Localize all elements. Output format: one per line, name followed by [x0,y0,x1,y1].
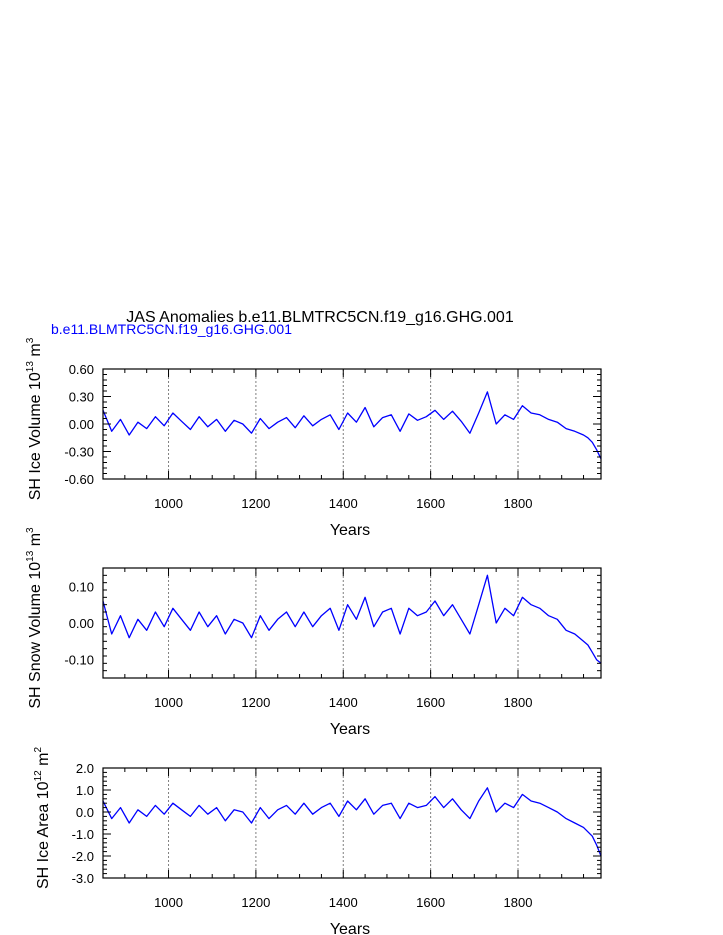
y-axis-label-main: SH Ice Area 10 [35,781,52,889]
x-tick-label: 1800 [504,895,533,910]
y-axis-label-main: SH Ice Volume 10 [27,372,44,500]
y-tick-label: 0.30 [69,390,94,405]
x-tick-label: 1800 [504,496,533,511]
x-tick-label: 1400 [329,895,358,910]
y-axis-label-unit-exponent: 3 [25,527,36,533]
y-axis-label-unit: m [27,533,44,551]
y-tick-label: 0.60 [69,362,94,377]
y-tick-label: -0.60 [64,472,94,487]
chart-panel-2: 1000 1200 1400 1600 1800 -0.10 0.00 0.10 Years SH… [25,527,602,738]
x-tick-label: 1200 [241,695,270,710]
x-tick-label: 1400 [329,496,358,511]
x-tick-label: 1000 [154,895,183,910]
y-tick-label: -0.30 [64,445,94,460]
y-tick-label: 0.00 [69,616,94,631]
y-axis-label-main: SH Snow Volume 10 [27,562,44,709]
y-tick-label: -0.10 [64,653,94,668]
x-axis-label: Years [330,721,370,738]
figure-title: JAS Anomalies b.e11.BLMTRC5CN.f19_g16.GH… [126,309,514,326]
y-axis-label-exponent: 12 [33,770,44,782]
y-tick-label: 0.10 [69,579,94,594]
y-tick-label: 0.00 [69,417,94,432]
y-tick-label: -1.0 [72,827,94,842]
y-tick-label: 2.0 [76,761,94,776]
plot-frame [102,767,602,879]
y-axis-label-unit-exponent: 2 [33,747,44,753]
x-tick-label: 1600 [416,895,445,910]
chart-panel-1: 1000 1200 1400 1600 1800 -0.60 -0.30 0.00 0.30 0.… [25,337,602,539]
series-line-1 [102,391,602,460]
y-tick-label: -3.0 [72,871,94,886]
plot-frame [102,567,602,679]
series-line-1 [102,574,602,664]
y-axis-label-exponent: 13 [25,361,36,373]
x-tick-label: 1600 [416,695,445,710]
series-line-1 [102,787,602,857]
x-tick-label: 1600 [416,496,445,511]
chart-panel-3: 1000 1200 1400 1600 1800 -3.0 -2.0 -1.0 0.0 1.0 2.… [33,747,602,935]
x-tick-label: 1400 [329,695,358,710]
x-tick-label: 1000 [154,695,183,710]
x-tick-label: 1800 [504,695,533,710]
y-axis-label-unit: m [27,343,44,361]
x-axis-label: Years [330,921,370,935]
y-axis-label-exponent: 13 [25,550,36,562]
y-axis-label-unit-exponent: 3 [25,337,36,343]
y-axis-label: SH Snow Volume 1013 m3 [25,527,44,709]
y-axis-label-unit: m [35,753,52,771]
figure-subtitle: b.e11.BLMTRC5CN.f19_g16.GHG.001 [51,321,292,337]
x-tick-label: 1200 [241,496,270,511]
y-tick-label: -2.0 [72,849,94,864]
x-tick-label: 1000 [154,496,183,511]
y-axis-label: SH Ice Area 1012 m2 [33,747,52,890]
y-tick-label: 1.0 [76,783,94,798]
y-tick-label: 0.0 [76,805,94,820]
x-tick-label: 1200 [241,895,270,910]
x-axis-label: Years [330,522,370,539]
plot-frame [102,368,602,480]
chart-panels: 1000 1200 1400 1600 1800 -0.60 -0.30 0.00 0.30 0.… [25,337,602,935]
y-axis-label: SH Ice Volume 1013 m3 [25,337,44,500]
